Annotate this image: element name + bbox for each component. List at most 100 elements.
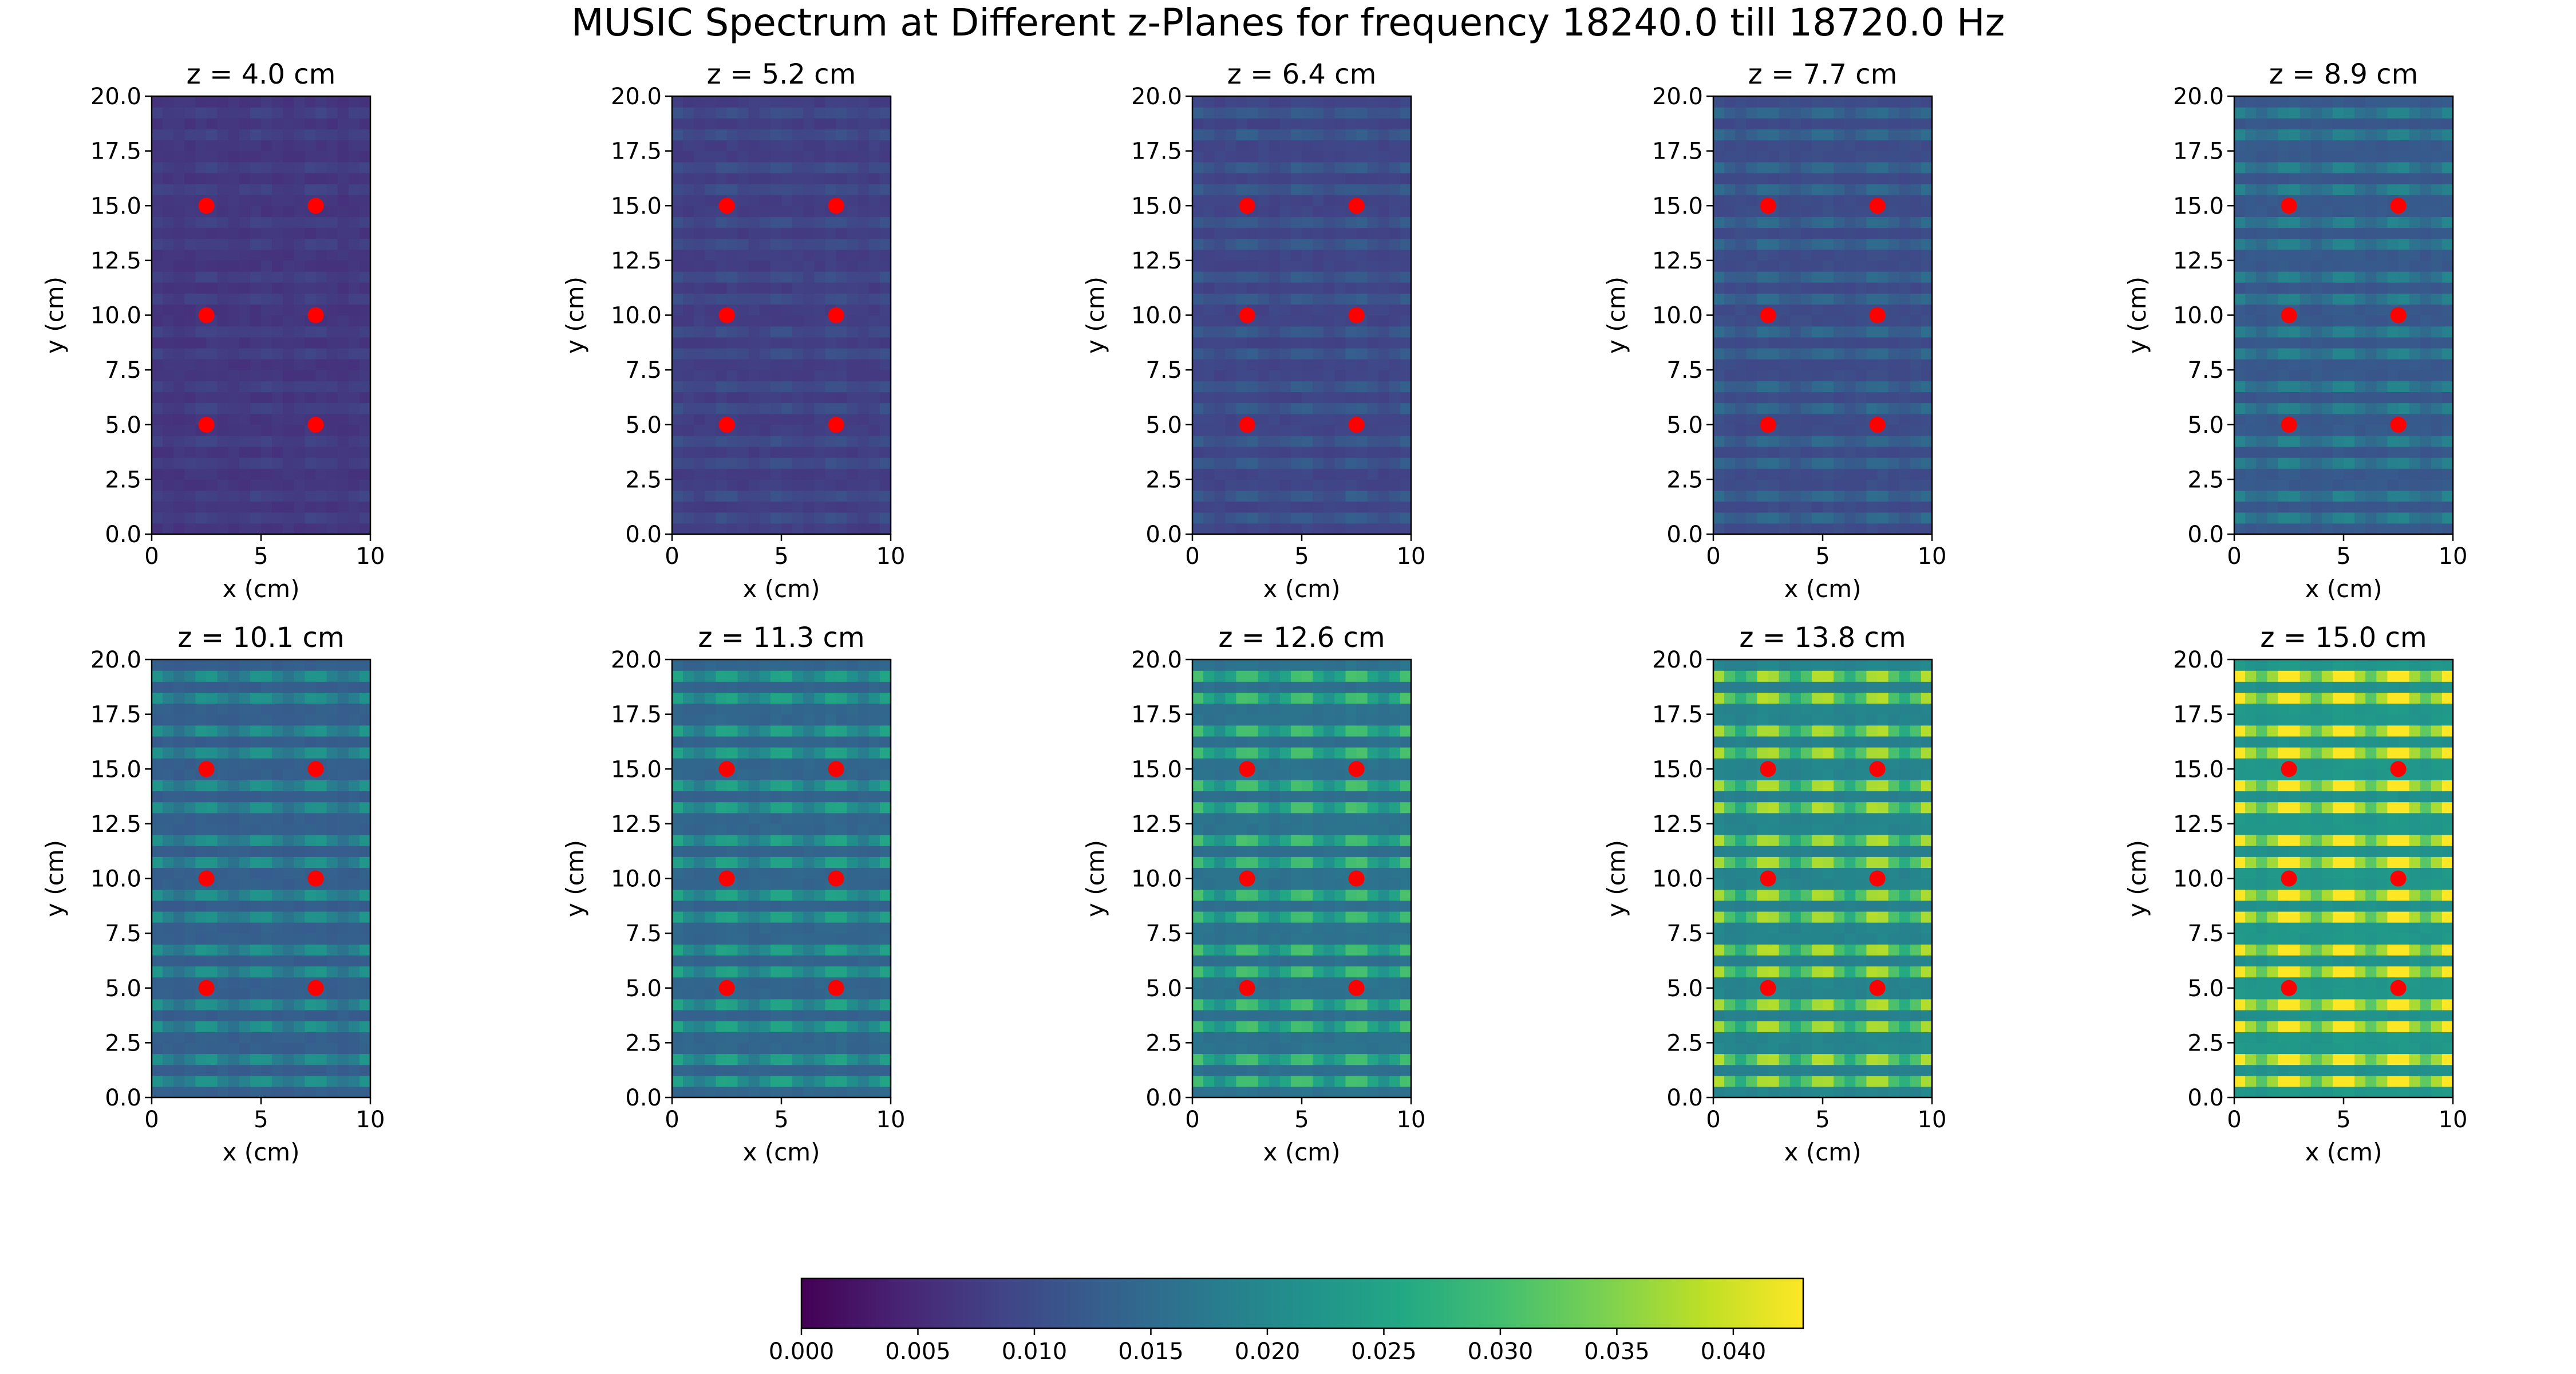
y-tick-label: 17.5 [611,139,662,165]
colorbar-tick-label: 0.000 [769,1339,835,1365]
y-tick-label: 12.5 [611,811,662,838]
y-axis-label: y (cm) [2123,840,2151,917]
heatmap-cells [672,96,891,535]
heatmap-cells [2234,96,2453,535]
y-tick-label: 20.0 [90,647,141,673]
y-tick-label: 17.5 [2173,702,2224,728]
source-marker [1869,870,1886,887]
y-tick-label: 7.5 [2187,921,2224,947]
source-marker [718,761,735,777]
y-axis-label: y (cm) [561,277,589,354]
source-marker [1239,761,1255,777]
subplot-panel: 0 5 10 0.0 2.5 5.0 7.5 10.0 12.5 15.0 17.5 20.0 x (c… [561,58,905,603]
source-marker [828,416,844,433]
source-marker [1869,307,1886,323]
y-tick-label: 20.0 [1131,647,1182,673]
y-tick-label: 17.5 [611,702,662,728]
y-tick-label: 10.0 [1131,303,1182,329]
y-tick-label: 5.0 [2187,412,2224,439]
y-tick-label: 0.0 [1145,1085,1182,1111]
heatmap-cells [2234,660,2453,1098]
x-axis-label: x (cm) [223,575,300,603]
source-marker [2281,198,2297,214]
source-marker [828,980,844,996]
x-tick-label: 0 [1706,543,1720,570]
panel-title: z = 13.8 cm [1739,622,1906,654]
source-marker [307,307,324,323]
y-tick-label: 0.0 [105,522,141,548]
source-marker [828,198,844,214]
x-axis-label: x (cm) [743,1138,820,1166]
colorbar-frame [800,1277,1804,1329]
y-tick-label: 10.0 [1652,866,1703,893]
y-axis-label: y (cm) [2123,277,2151,354]
x-tick-label: 0 [665,543,679,570]
y-tick-label: 0.0 [105,1085,141,1111]
colorbar-tick-label: 0.015 [1118,1339,1184,1365]
source-marker [307,980,324,996]
source-marker [1348,198,1365,214]
y-tick-label: 20.0 [2173,647,2224,673]
y-tick-label: 15.0 [1131,756,1182,783]
colorbar-tick-label: 0.035 [1584,1339,1650,1365]
y-tick-label: 0.0 [625,1085,662,1111]
panel-title: z = 8.9 cm [2269,58,2419,90]
subplot-panel: 0 5 10 0.0 2.5 5.0 7.5 10.0 12.5 15.0 17.5 20.0 x (c… [1081,622,1425,1166]
source-marker [2281,870,2297,887]
x-tick-label: 0 [1185,543,1199,570]
source-marker [1869,416,1886,433]
x-tick-label: 5 [774,543,788,570]
heatmap-cells [152,96,371,535]
source-marker [828,761,844,777]
x-tick-label: 0 [144,1107,159,1133]
y-tick-label: 12.5 [2173,811,2224,838]
source-marker [2390,198,2407,214]
source-marker [718,980,735,996]
subplot-panel: 0 5 10 0.0 2.5 5.0 7.5 10.0 12.5 15.0 17.5 20.0 x (c… [561,622,905,1166]
y-axis-label: y (cm) [1602,840,1630,917]
y-tick-label: 7.5 [625,357,662,384]
colorbar-tick-label: 0.025 [1351,1339,1417,1365]
y-tick-label: 10.0 [1652,303,1703,329]
colorbar-gradient [801,1278,1803,1328]
source-marker [2390,307,2407,323]
heatmap-cells [152,660,371,1098]
colorbar-tick-label: 0.010 [1002,1339,1068,1365]
source-marker [1239,870,1255,887]
source-marker [1239,307,1255,323]
source-marker [198,761,215,777]
y-tick-label: 15.0 [2173,193,2224,219]
y-tick-label: 0.0 [1666,1085,1703,1111]
x-axis-label: x (cm) [743,575,820,603]
y-tick-label: 17.5 [1652,139,1703,165]
source-marker [718,416,735,433]
y-tick-label: 5.0 [105,976,141,1002]
source-marker [1348,416,1365,433]
y-tick-label: 2.5 [2187,1030,2224,1056]
x-tick-label: 5 [1294,543,1309,570]
panel-title: z = 12.6 cm [1218,622,1385,654]
y-tick-label: 10.0 [2173,303,2224,329]
y-tick-label: 10.0 [1131,866,1182,893]
y-tick-label: 17.5 [1652,702,1703,728]
x-tick-label: 5 [1815,1107,1830,1133]
y-tick-label: 15.0 [2173,756,2224,783]
y-tick-label: 12.5 [1131,248,1182,274]
y-tick-label: 15.0 [1652,756,1703,783]
colorbar: 0.000 0.005 0.010 0.015 0.020 0.025 0.030 0.035… [769,1277,1804,1365]
source-marker [1348,870,1365,887]
x-axis-label: x (cm) [1784,575,1862,603]
y-tick-label: 2.5 [625,1030,662,1056]
y-tick-label: 10.0 [611,303,662,329]
source-marker [2390,980,2407,996]
y-tick-label: 17.5 [1131,702,1182,728]
figure-title: MUSIC Spectrum at Different z-Planes for… [571,1,2005,45]
y-tick-label: 12.5 [1652,811,1703,838]
source-marker [198,198,215,214]
y-tick-label: 7.5 [105,921,141,947]
source-marker [1760,980,1776,996]
heatmap-cells [1192,660,1412,1098]
source-marker [307,870,324,887]
source-marker [2390,416,2407,433]
